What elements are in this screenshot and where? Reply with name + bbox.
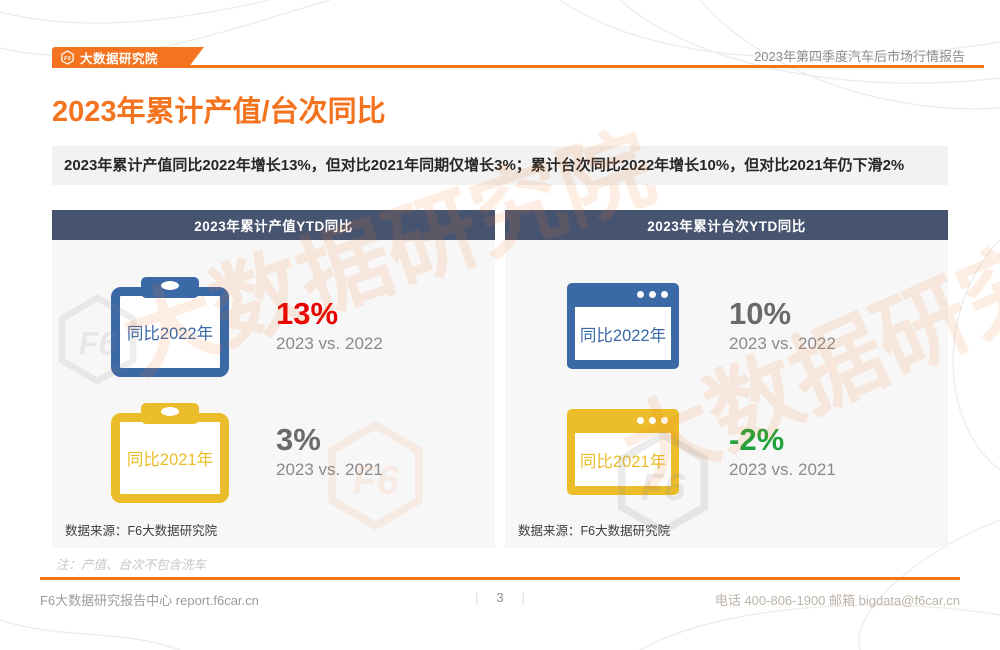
footer-report-center: F6大数据研究报告中心 report.f6car.cn (40, 593, 259, 608)
panel-output-value-header: 2023年累计产值YTD同比 (52, 210, 495, 240)
header-divider (52, 65, 984, 68)
stat-compare: 2023 vs. 2022 (276, 333, 383, 353)
panel-output-value-body: 同比2022年 13% 2023 vs. 2022 同比2021年 (52, 240, 495, 548)
stat-row-vs-2021: 同比2021年 3% 2023 vs. 2021 (52, 396, 495, 508)
page-number-divider: | (474, 590, 479, 605)
stat-value: 10% (729, 296, 792, 332)
page-number-value: 3 (496, 590, 504, 605)
stat-value: -2% (729, 422, 785, 458)
stat-label: 同比2022年 (579, 326, 667, 345)
icon-slot: 同比2021年 (553, 409, 693, 495)
stat-compare: 2023 vs. 2022 (729, 333, 836, 353)
page-number-divider: | (521, 590, 526, 605)
icon-slot: 同比2022年 (100, 275, 240, 377)
stat-text: 3% 2023 vs. 2021 (276, 424, 383, 480)
stat-value: 13% (276, 296, 339, 332)
footer-contact: 电话 400-806-1900 邮箱 bigdata@f6car.cn (714, 593, 960, 608)
stat-label: 同比2022年 (126, 325, 214, 343)
browser-screen: 同比2021年 (575, 433, 671, 486)
panel-output-value: 2023年累计产值YTD同比 同比2022年 13% 2023 vs. 2022 (52, 210, 495, 548)
browser-window-icon: 同比2021年 (567, 409, 679, 495)
page-number: | 3 | (475, 590, 525, 605)
clipboard-icon: 同比2022年 (111, 277, 229, 377)
stat-label: 同比2021年 (126, 451, 214, 469)
brand-logo: F6 大数据研究院 (52, 47, 204, 68)
report-title: 2023年第四季度汽车后市场行情报告 (754, 49, 965, 64)
clipboard-hole (161, 407, 179, 416)
stat-value: 3% (276, 422, 321, 458)
browser-dots-icon (637, 291, 668, 298)
data-source: 数据来源：F6大数据研究院 (518, 524, 671, 538)
data-source: 数据来源：F6大数据研究院 (65, 524, 218, 538)
browser-dots-icon (637, 417, 668, 424)
clipboard-icon: 同比2021年 (111, 403, 229, 503)
stat-text: 10% 2023 vs. 2022 (729, 298, 836, 354)
footnote: 注：产值、台次不包含洗车 (56, 558, 207, 572)
browser-screen: 同比2022年 (575, 307, 671, 360)
panel-vehicle-count-header: 2023年累计台次YTD同比 (505, 210, 948, 240)
brand-name: 大数据研究院 (80, 52, 159, 66)
f6-logo-icon: F6 (60, 50, 75, 65)
clipboard-tab (141, 403, 199, 424)
stat-text: -2% 2023 vs. 2021 (729, 424, 836, 480)
panel-vehicle-count-body: 同比2022年 10% 2023 vs. 2022 (505, 240, 948, 548)
summary-box: 2023年累计产值同比2022年增长13%，但对比2021年同期仅增长3%；累计… (52, 146, 948, 186)
summary-text: 2023年累计产值同比2022年增长13%，但对比2021年同期仅增长3%；累计… (64, 157, 905, 174)
browser-window-icon: 同比2022年 (567, 283, 679, 369)
stat-text: 13% 2023 vs. 2022 (276, 298, 383, 354)
clipboard-hole (161, 281, 179, 290)
stat-compare: 2023 vs. 2021 (276, 459, 383, 479)
footer: F6大数据研究报告中心 report.f6car.cn | 3 | 电话 400… (40, 586, 960, 610)
icon-slot: 同比2021年 (100, 401, 240, 503)
stat-row-vs-2022: 同比2022年 13% 2023 vs. 2022 (52, 270, 495, 382)
clipboard-tab (141, 277, 199, 298)
panels-row: 2023年累计产值YTD同比 同比2022年 13% 2023 vs. 2022 (52, 210, 948, 548)
stat-compare: 2023 vs. 2021 (729, 459, 836, 479)
svg-text:F6: F6 (64, 56, 72, 62)
stat-row-vs-2021: 同比2021年 -2% 2023 vs. 2021 (505, 396, 948, 508)
stat-row-vs-2022: 同比2022年 10% 2023 vs. 2022 (505, 270, 948, 382)
footer-divider (40, 577, 960, 580)
icon-slot: 同比2022年 (553, 283, 693, 369)
stat-label: 同比2021年 (579, 452, 667, 471)
panel-vehicle-count: 2023年累计台次YTD同比 同比2022年 10% 2023 vs. 202 (505, 210, 948, 548)
page-title: 2023年累计产值/台次同比 (52, 96, 386, 128)
